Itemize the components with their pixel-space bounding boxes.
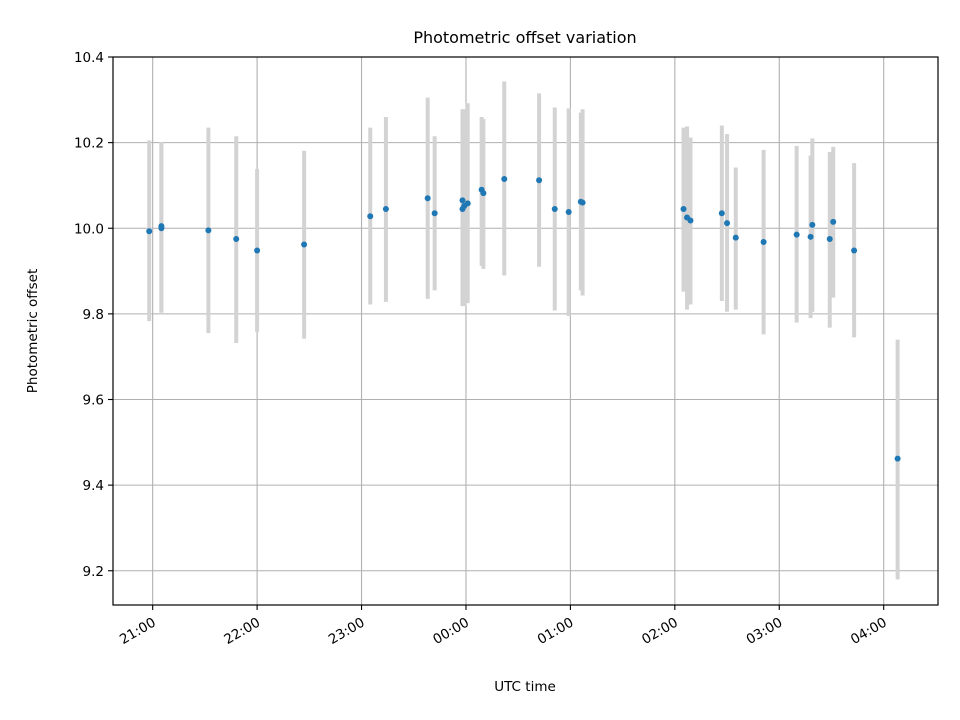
data-point <box>687 217 694 224</box>
data-point <box>851 247 858 254</box>
data-point <box>480 190 487 197</box>
data-point <box>894 455 901 462</box>
y-tick-label: 10.4 <box>74 50 104 66</box>
y-tick-label: 10.0 <box>74 221 104 237</box>
y-axis-label: Photometric offset <box>25 269 41 393</box>
data-point <box>464 200 471 207</box>
data-point <box>424 195 431 202</box>
y-tick-label: 9.8 <box>83 307 104 323</box>
data-point <box>146 228 153 235</box>
data-point <box>579 199 586 206</box>
y-tick-label: 10.2 <box>74 136 104 152</box>
y-tick-label: 9.2 <box>83 564 104 580</box>
y-tick-label: 9.4 <box>83 478 104 494</box>
data-point <box>809 221 816 228</box>
data-point <box>233 235 240 242</box>
grid <box>113 56 938 605</box>
chart-title: Photometric offset variation <box>413 28 636 47</box>
data-point <box>718 210 725 217</box>
x-axis-label: UTC time <box>494 679 556 695</box>
data-point <box>807 233 814 240</box>
data-point <box>536 177 543 184</box>
y-axis-ticks: 9.2 9.4 9.6 9.8 10.0 10.2 10.4 <box>74 50 113 580</box>
data-point <box>565 208 572 215</box>
data-point <box>254 247 261 254</box>
data-point <box>301 241 308 248</box>
data-point <box>680 205 687 212</box>
data-point <box>793 231 800 238</box>
data-point <box>459 197 466 204</box>
data-point <box>724 220 731 227</box>
data-point <box>382 205 389 212</box>
data-point <box>830 218 837 225</box>
data-point <box>732 234 739 241</box>
data-point <box>501 176 508 183</box>
data-point <box>431 210 438 217</box>
plot-frame <box>112 56 939 606</box>
data-points <box>146 176 901 462</box>
data-point <box>760 238 767 245</box>
y-tick-label: 9.6 <box>83 393 104 409</box>
data-point <box>205 227 212 234</box>
data-point <box>551 205 558 212</box>
data-point <box>367 213 374 220</box>
data-point <box>158 223 165 230</box>
data-point <box>826 235 833 242</box>
